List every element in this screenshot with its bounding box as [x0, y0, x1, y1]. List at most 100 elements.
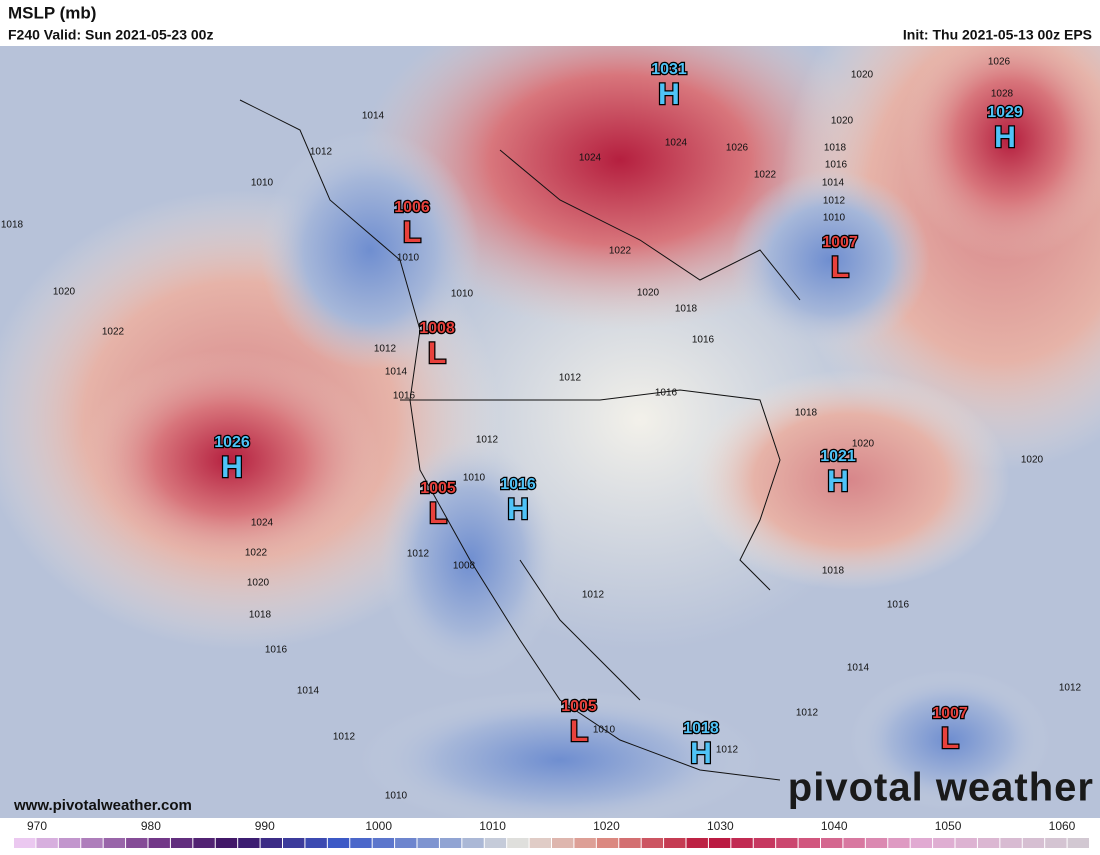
contour-label: 1010 [823, 213, 846, 224]
colorbar-tick-label: 990 [255, 819, 275, 833]
contour-label: 1012 [374, 344, 397, 355]
colorbar-swatch [1000, 838, 1022, 848]
contour-label: 1010 [451, 289, 474, 300]
colorbar-swatch [977, 838, 1000, 848]
colorbar-swatch [1022, 838, 1045, 848]
center-value: 1007 [822, 234, 858, 251]
center-value: 1021 [820, 448, 856, 465]
center-type: H [658, 78, 680, 111]
colorbar-swatch [507, 838, 529, 848]
colorbar-swatch [417, 838, 439, 848]
colorbar-swatch [170, 838, 193, 848]
colorbar-swatch [910, 838, 933, 848]
colorbar-swatch [58, 838, 81, 848]
center-type: H [827, 465, 849, 498]
colorbar-swatch [238, 838, 260, 848]
contour-label: 1012 [559, 373, 582, 384]
colorbar-swatch [798, 838, 820, 848]
center-value: 1005 [561, 698, 597, 715]
contour-label: 1026 [988, 57, 1011, 68]
colorbar-swatch [1067, 838, 1089, 848]
colorbar-tick-label: 1050 [935, 819, 962, 833]
contour-label: 1010 [593, 725, 616, 736]
colorbar-tick-label: 1030 [707, 819, 734, 833]
center-type: L [429, 497, 447, 530]
contour-label: 1012 [310, 147, 333, 158]
contour-label: 1020 [852, 439, 875, 450]
contour-label: 1012 [716, 745, 739, 756]
colorbar-swatch [327, 838, 350, 848]
contour-label: 1016 [265, 645, 288, 656]
contour-label: 1018 [675, 304, 698, 315]
contour-label: 1020 [247, 578, 270, 589]
contour-label: 1014 [362, 111, 385, 122]
colorbar-tick-label: 1060 [1049, 819, 1076, 833]
colorbar-swatch [126, 838, 148, 848]
logo: pivotal weather [788, 766, 1094, 810]
colorbar-swatch [888, 838, 910, 848]
center-type: H [507, 493, 529, 526]
contour-label: 1012 [823, 196, 846, 207]
contour-labels: 1014 1012 1010 1018 1020 1022 1024 1022 1020 1018… [1, 57, 1082, 802]
colorbar-swatch [1045, 838, 1067, 848]
colorbar-tick-label: 1020 [593, 819, 620, 833]
center-value: 1031 [651, 61, 687, 78]
center-value: 1018 [683, 720, 719, 737]
contour-label: 1012 [582, 590, 605, 601]
colorbar-swatch [619, 838, 641, 848]
colorbar-swatch [36, 838, 58, 848]
colorbar-swatch [865, 838, 888, 848]
contour-label: 1020 [53, 287, 76, 298]
init-time: Init: Thu 2021-05-13 00z EPS [903, 27, 1092, 43]
contour-label: 1024 [579, 153, 602, 164]
colorbar-swatch [933, 838, 955, 848]
contour-label: 1012 [1059, 683, 1082, 694]
colorbar-swatch [14, 838, 36, 848]
center-value: 1007 [932, 705, 968, 722]
contour-label: 1018 [1, 220, 24, 231]
colorbar-swatch [193, 838, 215, 848]
contour-label: 1022 [245, 548, 268, 559]
center-type: L [570, 715, 588, 748]
colorbar-swatch [305, 838, 327, 848]
contour-label: 1012 [476, 435, 499, 446]
colorbar-swatch [260, 838, 282, 848]
colorbar-tick-label: 1000 [365, 819, 392, 833]
center-type: H [994, 121, 1016, 154]
contour-label: 1010 [463, 473, 486, 484]
contour-label: 1014 [385, 367, 408, 378]
contour-label: 1022 [609, 246, 632, 257]
colorbar-swatch [955, 838, 977, 848]
contour-label: 1008 [453, 561, 476, 572]
colorbar-swatch [574, 838, 596, 848]
colorbar-swatch [664, 838, 686, 848]
contour-label: 1012 [796, 708, 819, 719]
colorbar-swatch [148, 838, 170, 848]
contour-label: 1014 [297, 686, 320, 697]
title: MSLP (mb) [8, 3, 96, 22]
colorbar-swatch [529, 838, 551, 848]
center-value: 1006 [394, 199, 430, 216]
colorbar: 970 980 990 1000 1010 1020 1030 1040 1050 1060 [14, 819, 1089, 848]
contour-label: 1026 [726, 143, 749, 154]
valid-time: F240 Valid: Sun 2021-05-23 00z [8, 27, 213, 43]
contour-label: 1028 [991, 89, 1014, 100]
center-value: 1016 [500, 476, 536, 493]
colorbar-swatch [215, 838, 238, 848]
contour-label: 1014 [847, 663, 870, 674]
contour-label: 1014 [822, 178, 845, 189]
center-type: L [941, 722, 959, 755]
colorbar-tick-label: 970 [27, 819, 47, 833]
colorbar-swatch [686, 838, 708, 848]
colorbar-swatch [283, 838, 305, 848]
contour-label: 1016 [692, 335, 715, 346]
contour-label: 1012 [407, 549, 430, 560]
contour-label: 1022 [754, 170, 777, 181]
colorbar-swatch [641, 838, 664, 848]
header-bar [0, 0, 1100, 46]
center-type: H [221, 451, 243, 484]
contour-label: 1010 [251, 178, 274, 189]
colorbar-swatch [776, 838, 798, 848]
